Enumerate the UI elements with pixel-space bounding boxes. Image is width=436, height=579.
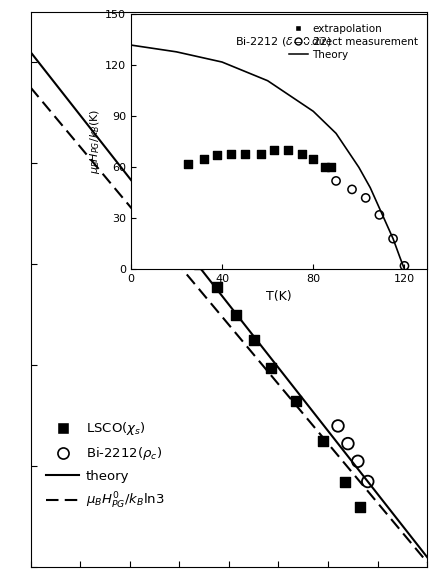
Point [321,163,328,172]
Point [242,149,249,159]
Point [164,214,170,223]
Point [228,149,235,159]
Legend: extrapolation, direct measurement, Theory: extrapolation, direct measurement, Theor… [285,20,422,64]
Point [334,422,341,431]
Point [344,439,351,448]
Point [200,154,207,163]
Point [364,477,371,486]
Y-axis label: $\mu_B H_{PG}/k_B$(K): $\mu_B H_{PG}/k_B$(K) [88,109,102,174]
Point [233,310,240,320]
Point [184,159,191,168]
Point [401,261,408,270]
Point [196,259,203,269]
Point [213,283,220,292]
Point [348,185,355,194]
Point [181,237,188,246]
Point [376,210,383,219]
Point [328,163,335,172]
Point [357,502,364,511]
Point [285,146,292,155]
Point [342,477,349,486]
Text: Bi-2212 ($\delta$=0.22): Bi-2212 ($\delta$=0.22) [235,35,331,48]
Point [257,149,264,159]
Text: T(K): T(K) [261,225,292,240]
Point [214,151,221,160]
Legend: LSCO($\chi_s$), Bi-2212($\rho_c$), theory, $\mu_B H^0_{PG}/k_B$ln3: LSCO($\chi_s$), Bi-2212($\rho_c$), theor… [41,415,170,516]
Point [271,146,278,155]
Point [320,437,327,446]
Point [333,176,340,185]
Point [293,396,300,405]
Point [310,154,317,163]
Point [362,193,369,203]
Point [390,234,397,243]
Point [354,457,361,466]
Point [268,363,275,372]
Point [250,335,257,345]
X-axis label: T(K): T(K) [266,290,292,303]
Point [298,149,305,159]
